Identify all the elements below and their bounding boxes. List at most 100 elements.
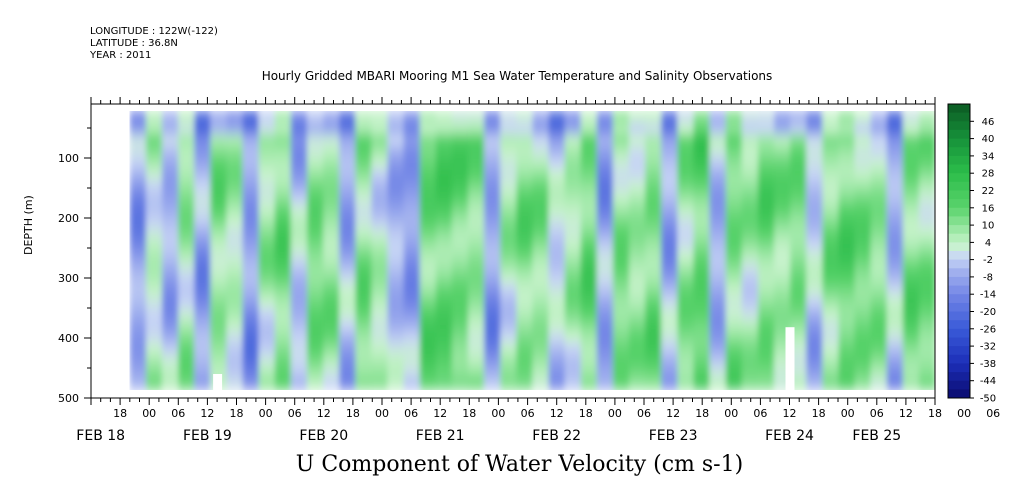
heatmap-cell — [242, 134, 260, 147]
heatmap-cell — [580, 342, 598, 356]
heatmap-cell — [564, 169, 582, 182]
heatmap-cell — [500, 169, 518, 182]
heatmap-cell — [403, 169, 421, 182]
heatmap-cell — [194, 134, 212, 147]
heatmap-cell — [339, 284, 357, 298]
heatmap-cell — [870, 134, 888, 147]
heatmap-cell — [500, 215, 518, 228]
heatmap-cell — [548, 180, 566, 194]
x-hour-label: 06 — [870, 407, 884, 420]
heatmap-cell — [886, 319, 904, 332]
heatmap-cell — [274, 331, 292, 344]
heatmap-cell — [419, 145, 437, 159]
heatmap-cell — [258, 365, 276, 379]
heatmap-cell — [435, 203, 453, 217]
heatmap-cell — [516, 377, 534, 390]
heatmap-cell — [339, 308, 357, 321]
heatmap-cell — [500, 342, 518, 356]
heatmap-cell — [274, 226, 292, 240]
heatmap-cell — [210, 203, 228, 217]
heatmap-cell — [242, 342, 260, 356]
heatmap-cell — [596, 111, 614, 124]
heatmap-cell — [194, 354, 212, 367]
heatmap-cell — [548, 145, 566, 159]
colorbar-label: 28 — [982, 169, 995, 180]
x-hour-label: 18 — [695, 407, 709, 420]
x-hour-label: 12 — [317, 407, 331, 420]
colorbar: 46 40 34 28 22 16 10 4 -2 -8 -14 -20 -26 -32 -38 -44 -50 — [947, 103, 996, 405]
heatmap-cell — [210, 273, 228, 286]
heatmap-cell — [580, 261, 598, 275]
heatmap-cell — [741, 157, 759, 170]
heatmap-cell — [532, 296, 550, 309]
heatmap-cell — [612, 261, 630, 275]
heatmap-cell — [677, 122, 695, 136]
heatmap-cell — [290, 203, 308, 217]
heatmap-cell — [725, 354, 743, 367]
heatmap-cell — [162, 215, 179, 228]
heatmap-cell — [129, 273, 147, 286]
heatmap-cell — [741, 250, 759, 263]
heatmap-cell — [355, 296, 373, 309]
heatmap-cell — [612, 377, 630, 390]
heatmap-cell — [596, 319, 614, 332]
heatmap-cell — [757, 342, 775, 356]
heatmap-cell — [258, 354, 276, 367]
heatmap-cell — [306, 319, 324, 332]
heatmap-cell — [918, 331, 935, 344]
heatmap-cell — [854, 215, 872, 228]
heatmap-cell — [693, 319, 711, 332]
heatmap-cell — [693, 342, 711, 356]
heatmap-cell — [902, 192, 920, 205]
heatmap-cell — [774, 226, 791, 240]
heatmap-cell — [274, 215, 292, 228]
heatmap-cell — [145, 192, 163, 205]
heatmap-cell — [822, 122, 840, 136]
heatmap-cell — [258, 273, 276, 286]
heatmap-cell — [902, 319, 920, 332]
heatmap-cell — [580, 145, 598, 159]
heatmap-cell — [194, 342, 212, 356]
heatmap-cell — [435, 134, 453, 147]
heatmap-cell — [403, 365, 421, 379]
heatmap-cell — [290, 261, 308, 275]
heatmap-cell — [693, 157, 711, 170]
heatmap-cell — [162, 192, 179, 205]
heatmap-cell — [258, 145, 276, 159]
heatmap-cell — [500, 331, 518, 344]
x-hour-label: 00 — [608, 407, 622, 420]
heatmap-cell — [806, 319, 824, 332]
heatmap-cell — [468, 238, 485, 251]
heatmap-cell — [387, 342, 405, 356]
heatmap-cell — [612, 192, 630, 205]
heatmap-cell — [645, 296, 662, 309]
heatmap-cell — [693, 169, 711, 182]
heatmap-cell — [290, 342, 308, 356]
heatmap-cell — [226, 238, 244, 251]
heatmap-cell — [564, 134, 582, 147]
heatmap-cell — [451, 180, 469, 194]
heatmap-cell — [725, 180, 743, 194]
heatmap-cell — [274, 261, 292, 275]
heatmap-cell — [145, 331, 163, 344]
colorbar-swatch — [948, 285, 970, 295]
heatmap-cell — [355, 342, 373, 356]
heatmap-cell — [741, 296, 759, 309]
heatmap-cell — [178, 180, 195, 194]
heatmap-cell — [210, 296, 228, 309]
heatmap-cell — [468, 319, 485, 332]
heatmap-cell — [709, 319, 727, 332]
heatmap-cell — [355, 308, 373, 321]
colorbar-swatch — [948, 216, 970, 226]
heatmap-cell — [918, 122, 935, 136]
heatmap-cell — [693, 203, 711, 217]
heatmap-cell — [339, 342, 357, 356]
heatmap-cell — [580, 354, 598, 367]
colorbar-label: -38 — [980, 359, 996, 370]
heatmap-cell — [854, 111, 872, 124]
colorbar-swatch — [948, 363, 970, 373]
heatmap-cell — [242, 111, 260, 124]
heatmap-cell — [178, 261, 195, 275]
heatmap-cell — [596, 284, 614, 298]
heatmap-cell — [596, 377, 614, 390]
